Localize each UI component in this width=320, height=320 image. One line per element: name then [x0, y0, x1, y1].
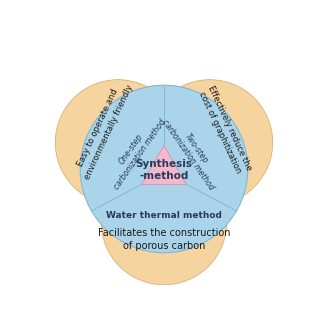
Circle shape — [101, 159, 227, 285]
Polygon shape — [141, 146, 187, 184]
Text: Effectively reduce the
cost of graphitization: Effectively reduce the cost of graphitiz… — [196, 84, 253, 176]
Circle shape — [80, 85, 248, 253]
Circle shape — [55, 80, 181, 205]
Text: Synthesis
-method: Synthesis -method — [135, 159, 193, 181]
Text: Water thermal method: Water thermal method — [106, 211, 222, 220]
Circle shape — [147, 80, 273, 205]
Text: One-step
carbonization method: One-step carbonization method — [104, 112, 168, 192]
Text: Easy to operate and
environmentally friendly: Easy to operate and environmentally frie… — [72, 79, 134, 181]
Text: Facilitates the construction
of porous carbon: Facilitates the construction of porous c… — [98, 228, 230, 251]
Text: Two-step
carbonization method: Two-step carbonization method — [160, 112, 224, 192]
